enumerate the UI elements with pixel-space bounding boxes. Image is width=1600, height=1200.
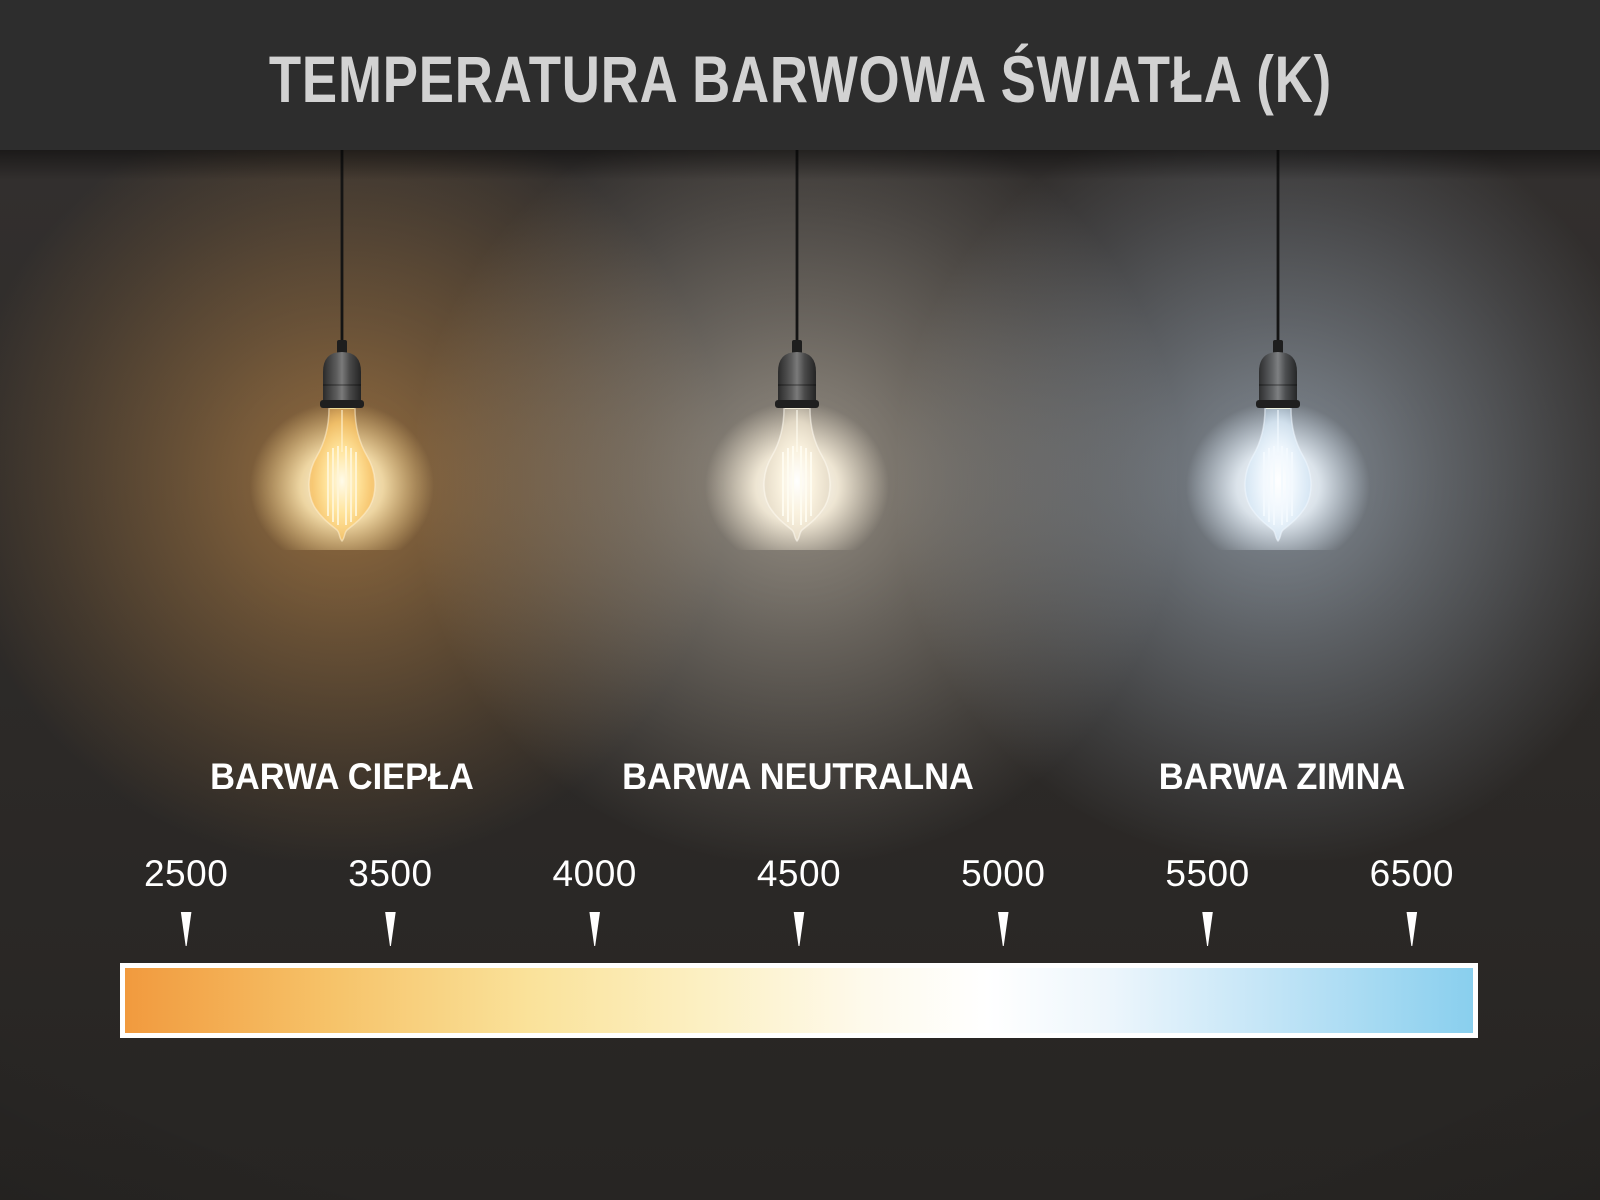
socket-ring (775, 400, 819, 408)
pendant-lamp-neutral (417, 100, 1177, 860)
bulb-glass (308, 407, 376, 543)
socket-seam (1259, 384, 1297, 386)
tick-value: 4000 (552, 853, 637, 894)
lamp-socket (1259, 352, 1297, 402)
scale-tick: 5500 (1105, 852, 1309, 946)
tick-arrow-icon (589, 912, 600, 946)
kelvin-scale: 2500 3500 4000 4500 5000 5500 6500 (84, 852, 1514, 946)
bulb-filament (327, 410, 357, 525)
scale-tick: 6500 (1310, 852, 1514, 946)
bulb-glass (763, 407, 831, 543)
bulb-filament (1263, 410, 1293, 525)
header: TEMPERATURA BARWOWA ŚWIATŁA (K) (0, 0, 1600, 180)
tick-arrow-icon (180, 912, 192, 946)
tick-arrow-icon (1202, 912, 1213, 946)
label-neutral-color: BARWA NEUTRALNA (622, 756, 974, 797)
cord-connector (792, 340, 802, 354)
temperature-gradient-bar (120, 963, 1478, 1038)
tick-arrow-icon (385, 912, 396, 946)
tick-value: 2500 (143, 853, 229, 894)
label-cool-color: BARWA ZIMNA (1158, 756, 1406, 797)
tick-value: 5000 (961, 853, 1046, 894)
tick-value: 6500 (1369, 853, 1454, 894)
scale-tick: 2500 (84, 852, 288, 946)
warm-bulb-icon (250, 150, 434, 550)
bulb-glass (1244, 407, 1312, 543)
scale-tick: 5000 (901, 852, 1105, 946)
socket-seam (323, 384, 361, 386)
label-warm-color: BARWA CIEPŁA (210, 756, 474, 797)
socket-ring (1256, 400, 1300, 408)
pendant-lamp-cool (898, 100, 1600, 860)
neutral-bulb-icon (705, 150, 889, 550)
scale-tick: 4000 (493, 852, 697, 946)
cord-connector (1273, 340, 1283, 354)
scale-tick: 3500 (288, 852, 492, 946)
tick-arrow-icon (793, 912, 805, 946)
scene (0, 100, 1600, 1200)
lamp-socket (778, 352, 816, 402)
scale-tick: 4500 (697, 852, 901, 946)
tick-arrow-icon (1406, 912, 1418, 946)
tick-arrow-icon (997, 912, 1009, 946)
lamp-socket (323, 352, 361, 402)
pendant-lamp-warm (0, 100, 722, 860)
socket-ring (320, 400, 364, 408)
lamp-cord (795, 150, 799, 346)
cool-bulb-icon (1186, 150, 1370, 550)
lamp-cord (340, 150, 344, 346)
page-title: TEMPERATURA BARWOWA ŚWIATŁA (K) (268, 42, 1332, 116)
bulb-filament (782, 410, 812, 525)
tick-value: 4500 (756, 853, 842, 894)
tick-value: 3500 (348, 853, 433, 894)
tick-value: 5500 (1165, 853, 1250, 894)
cord-connector (337, 340, 347, 354)
lamp-cord (1276, 150, 1280, 346)
socket-seam (778, 384, 816, 386)
